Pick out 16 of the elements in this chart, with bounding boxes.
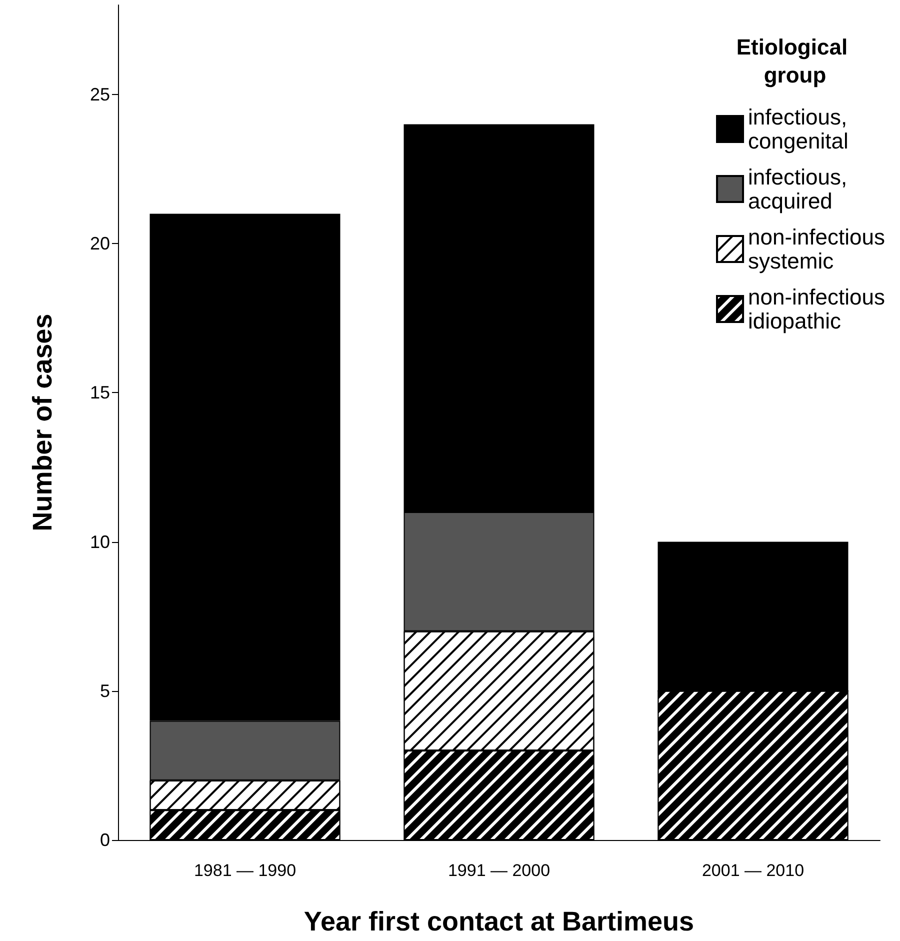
- legend-label: non-infectious systemic: [748, 224, 886, 274]
- y-tick-label: 0: [100, 830, 110, 850]
- legend-title: Etiological group: [736, 34, 854, 88]
- x-tick-label: 1981 — 1990: [194, 861, 296, 880]
- y-tick-label: 20: [90, 234, 110, 254]
- y-tick-label: 15: [90, 382, 110, 403]
- x-tick-label: 2001 — 2010: [702, 861, 804, 880]
- y-axis-title: Number of cases: [28, 314, 58, 532]
- legend-label: non-infectious idiopathic: [748, 284, 886, 334]
- legend-label: infectious, congenital: [748, 104, 848, 154]
- y-tick-label: 10: [90, 532, 110, 552]
- x-tick-label: 1991 — 2000: [448, 861, 550, 880]
- x-axis-title: Year first contact at Bartimeus: [304, 906, 694, 936]
- legend-label: infectious, acquired: [748, 164, 848, 214]
- y-tick-label: 25: [90, 84, 110, 104]
- y-tick-label: 5: [100, 680, 110, 701]
